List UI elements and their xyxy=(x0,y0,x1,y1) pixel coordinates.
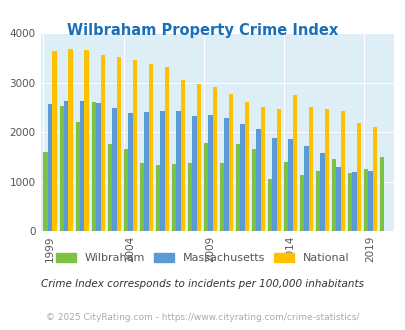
Legend: Wilbraham, Massachusetts, National: Wilbraham, Massachusetts, National xyxy=(51,248,354,267)
Bar xyxy=(256,129,260,231)
Bar xyxy=(288,139,292,231)
Bar xyxy=(112,108,116,231)
Bar xyxy=(324,109,328,231)
Bar xyxy=(144,112,148,231)
Bar xyxy=(219,163,224,231)
Bar xyxy=(132,60,137,231)
Bar xyxy=(315,171,320,231)
Bar xyxy=(299,175,303,231)
Bar xyxy=(320,153,324,231)
Bar xyxy=(80,101,84,231)
Text: Wilbraham Property Crime Index: Wilbraham Property Crime Index xyxy=(67,23,338,38)
Text: © 2025 CityRating.com - https://www.cityrating.com/crime-statistics/: © 2025 CityRating.com - https://www.city… xyxy=(46,313,359,322)
Bar xyxy=(340,111,344,231)
Bar xyxy=(352,172,356,231)
Bar xyxy=(356,123,360,231)
Bar xyxy=(335,167,340,231)
Bar xyxy=(91,102,96,231)
Bar xyxy=(240,124,244,231)
Bar xyxy=(180,80,185,231)
Bar xyxy=(303,146,308,231)
Bar xyxy=(100,55,105,231)
Bar xyxy=(68,49,73,231)
Bar xyxy=(139,163,144,231)
Bar xyxy=(260,107,264,231)
Bar xyxy=(196,84,200,231)
Bar xyxy=(272,138,276,231)
Bar xyxy=(372,127,376,231)
Bar xyxy=(224,118,228,231)
Bar xyxy=(52,51,57,231)
Bar xyxy=(48,104,52,231)
Bar xyxy=(155,165,160,231)
Text: Crime Index corresponds to incidents per 100,000 inhabitants: Crime Index corresponds to incidents per… xyxy=(41,279,364,289)
Bar xyxy=(228,94,232,231)
Bar xyxy=(347,173,352,231)
Bar xyxy=(116,57,121,231)
Bar xyxy=(244,102,249,231)
Bar xyxy=(192,116,196,231)
Bar xyxy=(363,169,367,231)
Bar xyxy=(107,145,112,231)
Bar xyxy=(203,143,208,231)
Bar xyxy=(379,157,384,231)
Bar xyxy=(160,111,164,231)
Bar xyxy=(212,87,217,231)
Bar xyxy=(331,159,335,231)
Bar xyxy=(308,107,313,231)
Bar xyxy=(43,152,48,231)
Bar xyxy=(235,144,240,231)
Bar xyxy=(60,106,64,231)
Bar xyxy=(251,149,256,231)
Bar xyxy=(208,115,212,231)
Bar xyxy=(283,162,288,231)
Bar xyxy=(171,164,176,231)
Bar xyxy=(75,122,80,231)
Bar xyxy=(128,113,132,231)
Bar xyxy=(96,103,100,231)
Bar xyxy=(187,163,192,231)
Bar xyxy=(164,67,168,231)
Bar xyxy=(64,101,68,231)
Bar xyxy=(276,109,281,231)
Bar xyxy=(84,50,89,231)
Bar xyxy=(176,111,180,231)
Bar xyxy=(367,171,372,231)
Bar xyxy=(148,64,153,231)
Bar xyxy=(292,95,296,231)
Bar xyxy=(123,149,128,231)
Bar xyxy=(267,179,272,231)
